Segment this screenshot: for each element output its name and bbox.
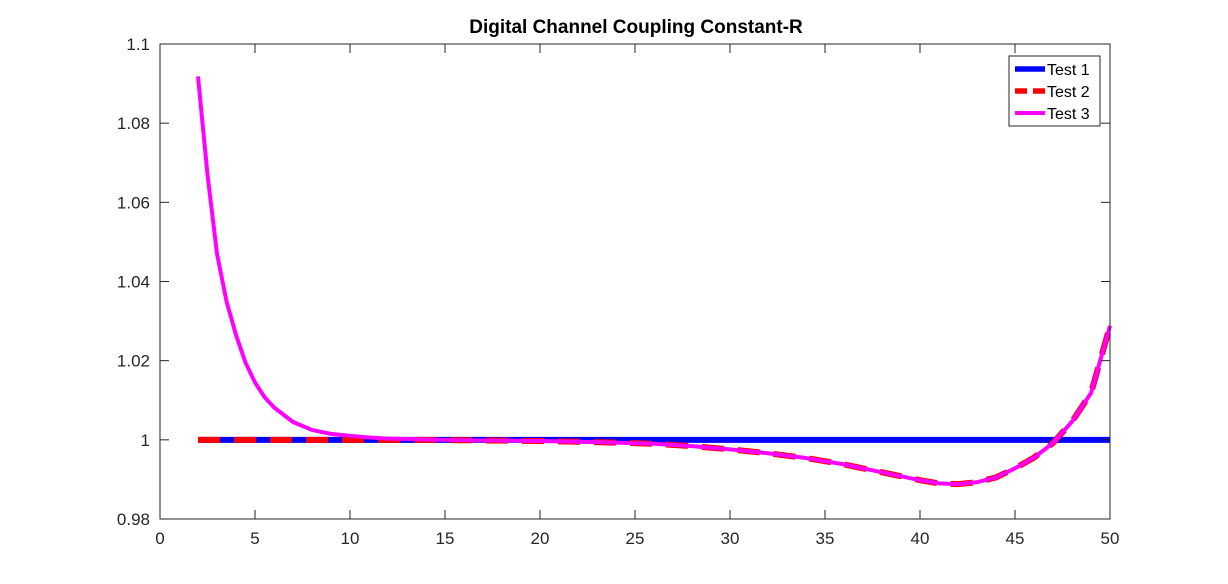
y-tick-label: 1 bbox=[141, 431, 150, 450]
legend-label-1: Test 1 bbox=[1047, 62, 1090, 79]
legend: Test 1 Test 2 Test 3 bbox=[1008, 55, 1101, 127]
plot-area bbox=[160, 44, 1110, 519]
x-tick-label: 35 bbox=[816, 529, 835, 548]
x-tick-label: 25 bbox=[626, 529, 645, 548]
x-tick-label: 40 bbox=[911, 529, 930, 548]
y-tick-label: 1.02 bbox=[117, 352, 150, 371]
x-tick-label: 0 bbox=[155, 529, 164, 548]
x-tick-label: 20 bbox=[531, 529, 550, 548]
axes-layer: 0 5 10 15 20 25 30 35 40 45 50 0.98 1 1.02 1.04 1.06 1.0… bbox=[117, 35, 1120, 548]
chart-title: Digital Channel Coupling Constant-R bbox=[469, 17, 803, 38]
x-tick-label: 10 bbox=[341, 529, 360, 548]
series-line-3 bbox=[196, 76, 1112, 487]
x-tick-label: 5 bbox=[250, 529, 259, 548]
legend-label-3: Test 3 bbox=[1047, 106, 1090, 123]
y-tick-label: 0.98 bbox=[117, 510, 150, 529]
y-tick-label: 1.06 bbox=[117, 193, 150, 212]
x-tick-label: 50 bbox=[1101, 529, 1120, 548]
y-tick-label: 1.08 bbox=[117, 114, 150, 133]
x-tick-label: 15 bbox=[436, 529, 455, 548]
y-tick-label: 1.1 bbox=[126, 35, 150, 54]
series-layer bbox=[196, 76, 1113, 488]
y-tick-label: 1.04 bbox=[117, 273, 150, 292]
legend-label-2: Test 2 bbox=[1047, 84, 1090, 101]
x-tick-label: 45 bbox=[1006, 529, 1025, 548]
x-tick-label: 30 bbox=[721, 529, 740, 548]
